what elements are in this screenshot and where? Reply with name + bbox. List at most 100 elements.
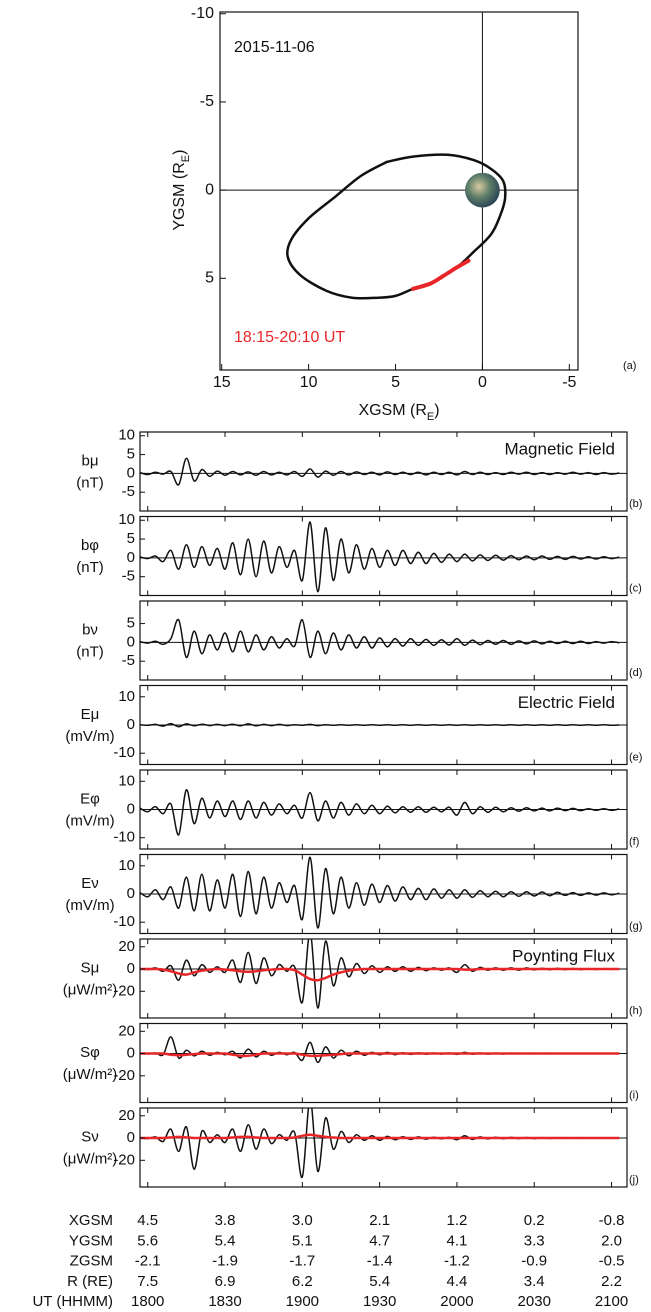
- ephemeris-value: -1.7: [289, 1253, 315, 1270]
- plot-frame: [139, 515, 628, 597]
- y-tick-label: 10: [118, 688, 135, 705]
- time-series-panel: 10 0 -10 Eν (mV/m) (g): [65, 853, 642, 935]
- panel-label: (e): [629, 751, 642, 763]
- y-axis-label: Eμ: [81, 706, 100, 723]
- ephemeris-value: 7.5: [137, 1273, 158, 1290]
- ephemeris-row-label: R (RE): [67, 1273, 113, 1290]
- panel-label: (j): [629, 1174, 639, 1186]
- ephemeris-value: 1.2: [447, 1212, 468, 1229]
- panel-label: (d): [629, 667, 642, 679]
- y-axis-label-part: E: [180, 155, 192, 162]
- y-tick-label: 0: [127, 716, 135, 733]
- time-series-panel: 50 -5 bν (nT) (d): [76, 600, 642, 681]
- ephemeris-value: 3.0: [292, 1212, 313, 1229]
- ephemeris-value: 5.4: [369, 1273, 390, 1290]
- wave-line: [140, 1036, 620, 1064]
- y-axis-label: bν: [82, 621, 98, 638]
- y-tick-label: 0: [127, 1045, 135, 1062]
- plot-frame: [219, 11, 579, 371]
- panel-label: (g): [629, 920, 642, 932]
- plot-frame: [139, 938, 628, 1019]
- ephemeris-value: 5.6: [137, 1232, 158, 1249]
- x-tick-label: 2030: [518, 1293, 551, 1310]
- panel-label: (h): [629, 1005, 642, 1017]
- y-tick-label: 10: [118, 857, 135, 874]
- ephemeris-value: 3.8: [215, 1212, 236, 1229]
- y-tick-label: 0: [127, 633, 135, 650]
- ephemeris-value: 4.5: [137, 1212, 158, 1229]
- x-tick-label: 1930: [363, 1293, 396, 1310]
- y-axis-unit: (mV/m): [65, 812, 114, 829]
- y-tick-label: -10: [113, 744, 135, 761]
- y-tick-label: 10: [118, 511, 135, 528]
- plot-frame: [139, 431, 628, 512]
- plot-area: [140, 618, 627, 659]
- ephemeris-value: -0.9: [521, 1253, 547, 1270]
- ephemeris-row-label: YGSM: [69, 1232, 113, 1249]
- ephemeris-value: 3.3: [524, 1232, 545, 1249]
- panel-label: (a): [623, 360, 636, 372]
- panel-title: Magnetic Field: [504, 439, 615, 458]
- y-axis-label-part: YGSM (R: [171, 162, 188, 230]
- y-axis-unit: (nT): [76, 559, 104, 576]
- y-tick-label: 20: [118, 1107, 135, 1124]
- y-tick-label: -20: [113, 1151, 135, 1168]
- y-axis-label: Sμ: [81, 959, 100, 976]
- y-tick-label: -5: [122, 483, 135, 500]
- y-tick-label: 0: [127, 1129, 135, 1146]
- orbit-plot-area: [220, 12, 578, 370]
- wave-line: [140, 722, 620, 728]
- y-tick-label: -20: [113, 1067, 135, 1084]
- ephemeris-value: 2.0: [601, 1232, 622, 1249]
- ephemeris-value: 2.1: [369, 1212, 390, 1229]
- y-axis-label-part: ): [171, 150, 188, 155]
- time-series-panel: 20 0 -20 Sν (μW/m²) (j): [63, 1107, 639, 1188]
- y-tick-label: 0: [205, 181, 214, 198]
- y-axis-unit: (nT): [76, 474, 104, 491]
- plot-area: [140, 722, 627, 728]
- ephemeris-value: -0.5: [599, 1253, 625, 1270]
- x-tick-label: 2100: [595, 1293, 628, 1310]
- time-series-panel: 10 0 -10 Eμ (mV/m) Electric Field (e): [65, 684, 642, 766]
- y-axis-label: YGSM (RE): [171, 150, 192, 231]
- y-tick-label: 20: [118, 1022, 135, 1039]
- wave-line: [140, 521, 620, 593]
- y-tick-label: 5: [127, 615, 135, 632]
- wave-line: [140, 789, 620, 836]
- y-tick-label: 5: [127, 446, 135, 463]
- x-axis-label-part: XGSM (R: [358, 402, 426, 419]
- y-axis-unit: (μW/m²): [63, 981, 117, 998]
- time-series-panel: 10 50 -5 bμ (nT) Magnetic Field (b): [76, 427, 642, 512]
- ut-row-label: UT (HHMM): [32, 1293, 113, 1310]
- ephemeris-value: -2.1: [135, 1253, 161, 1270]
- panel-label: (i): [629, 1089, 639, 1101]
- x-tick-label: -5: [562, 374, 576, 391]
- panel-label: (f): [629, 836, 639, 848]
- y-axis-label: Sφ: [80, 1044, 100, 1061]
- time-series-panel: 10 5 0 -5 bφ (nT) (c): [76, 511, 642, 597]
- x-tick-label: 2000: [440, 1293, 473, 1310]
- y-tick-label: 0: [127, 800, 135, 817]
- ephemeris-value: 2.2: [601, 1273, 622, 1290]
- x-axis-label-part: E: [427, 411, 434, 423]
- x-tick-label: 10: [300, 374, 318, 391]
- y-axis-label: Eν: [81, 875, 99, 892]
- orbit-line: [410, 258, 471, 291]
- ephemeris-row-label: ZGSM: [70, 1253, 113, 1270]
- earth: [465, 172, 500, 208]
- y-axis-label: Eφ: [80, 790, 100, 807]
- plot-area: [140, 457, 627, 486]
- y-tick-label: 20: [118, 938, 135, 955]
- smoothed-line: [140, 1052, 620, 1058]
- y-tick-label: 10: [118, 772, 135, 789]
- y-axis-label: bφ: [81, 537, 99, 554]
- ephemeris-value: -0.8: [599, 1212, 625, 1229]
- panel-label: (c): [629, 582, 642, 594]
- ephemeris-row-label: XGSM: [69, 1212, 113, 1229]
- ephemeris-value: 5.1: [292, 1232, 313, 1249]
- y-tick-label: 10: [118, 427, 135, 444]
- y-tick-label: -5: [122, 652, 135, 669]
- plot-frame: [139, 1107, 628, 1188]
- wave-line: [140, 618, 620, 659]
